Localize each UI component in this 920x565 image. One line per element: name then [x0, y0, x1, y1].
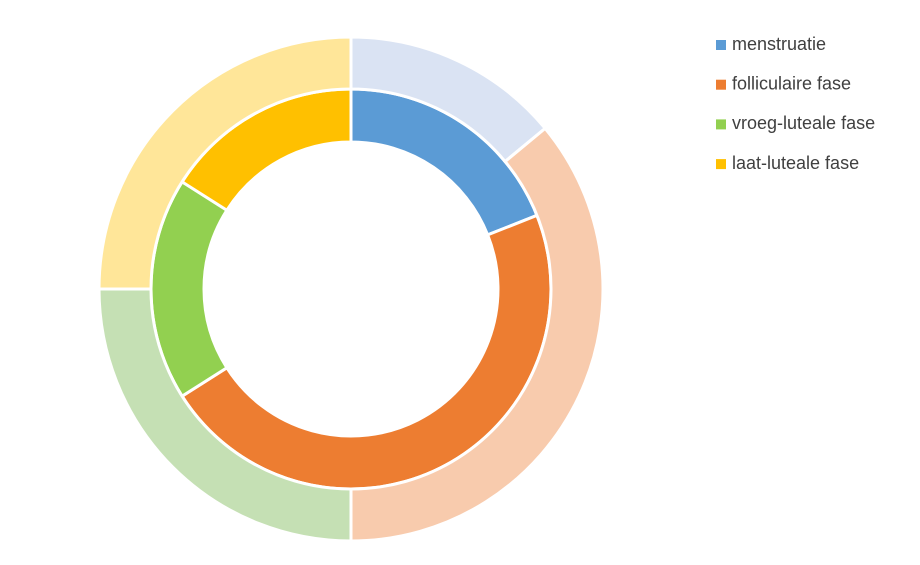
legend-swatch [716, 159, 726, 170]
legend-swatch [716, 79, 726, 90]
legend-label: menstruatie [732, 34, 826, 54]
legend-label: vroeg-luteale fase [732, 113, 875, 133]
doughnut-segment [349, 126, 605, 543]
legend-swatch [716, 40, 726, 50]
doughnut-segment [97, 35, 353, 291]
legend-label: folliculaire fase [732, 73, 851, 93]
legend-label: laat-luteale fase [732, 153, 859, 173]
legend-swatch [716, 119, 726, 130]
